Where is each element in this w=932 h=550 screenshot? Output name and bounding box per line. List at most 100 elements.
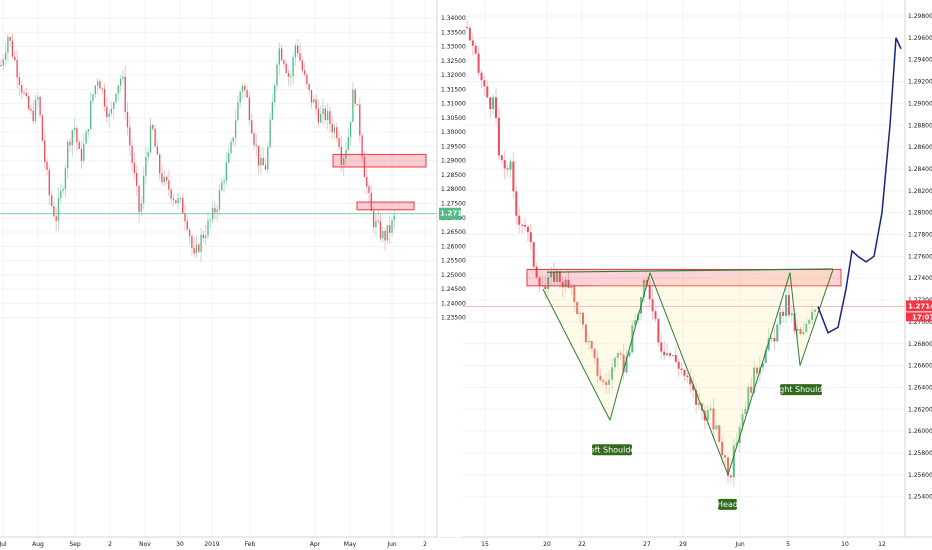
- left-candle: [186, 221, 188, 230]
- right-candle: [787, 295, 790, 316]
- left-candle: [138, 185, 140, 212]
- right-candle: [744, 409, 747, 415]
- left-candle: [165, 176, 168, 181]
- right-candle: [526, 226, 529, 233]
- pattern-line: [649, 272, 729, 476]
- left-candle: [53, 206, 55, 217]
- left-candle: [46, 161, 48, 171]
- left-candle: [96, 81, 99, 86]
- right-candle: [732, 445, 735, 478]
- right-candle: [712, 408, 715, 430]
- right-candle: [625, 356, 628, 373]
- left-time-tick: Apr: [310, 541, 321, 548]
- left-zone-box: [356, 201, 415, 211]
- left-candle: [67, 141, 69, 169]
- right-candle: [593, 348, 596, 358]
- right-candle: [741, 414, 744, 428]
- right-candle: [686, 375, 689, 378]
- annotation-label: Left Shoulder: [585, 445, 639, 454]
- right-candle: [515, 191, 518, 216]
- left-candle: [239, 91, 241, 103]
- left-candle: [170, 189, 172, 199]
- left-candle: [188, 229, 191, 237]
- left-candle: [315, 99, 317, 109]
- left-candle: [175, 200, 177, 204]
- pattern-line: [609, 272, 651, 421]
- left-candle: [48, 170, 50, 196]
- left-candle: [147, 152, 149, 157]
- left-candle: [294, 45, 297, 58]
- right-candle: [802, 331, 805, 335]
- right-candle: [663, 351, 666, 356]
- left-candle: [62, 189, 64, 191]
- left-candle: [129, 127, 131, 146]
- left-candle: [85, 131, 87, 144]
- right-candle: [509, 161, 512, 170]
- annotation-badge: [718, 498, 737, 510]
- left-price-tick: 1.33000: [441, 44, 466, 51]
- left-candle: [142, 175, 145, 204]
- right-time-tick: 15: [481, 541, 489, 548]
- right-price-tick: 1.26600: [908, 363, 932, 370]
- right-candle: [503, 160, 506, 169]
- left-candle: [372, 210, 375, 228]
- left-candle: [119, 78, 122, 86]
- right-candle: [474, 45, 477, 54]
- right-candle: [582, 312, 584, 325]
- right-candle: [506, 168, 509, 170]
- left-time-tick: Sep: [69, 541, 81, 548]
- left-candle: [154, 128, 156, 147]
- left-candle: [32, 110, 34, 122]
- right-candle: [796, 329, 799, 331]
- left-candle: [113, 102, 115, 110]
- left-candle: [255, 144, 257, 146]
- annotation-label: Right Shoulder: [771, 385, 831, 394]
- right-price-tick: 1.28800: [908, 122, 932, 129]
- right-candle: [724, 455, 727, 458]
- right-price-tick: 1.28200: [908, 188, 932, 195]
- pattern-line: [727, 272, 791, 475]
- right-candles: [466, 20, 816, 488]
- left-time-tick: 30: [176, 541, 184, 548]
- right-candle: [512, 161, 515, 192]
- left-candle: [354, 89, 356, 104]
- left-candle: [23, 92, 25, 94]
- left-candle: [214, 208, 216, 213]
- right-price-tick: 1.25800: [908, 450, 932, 457]
- left-candle: [205, 235, 207, 238]
- left-price-tick: 1.28500: [441, 172, 466, 179]
- left-candle: [69, 141, 71, 146]
- left-candle: [136, 172, 138, 186]
- left-candle: [343, 158, 345, 165]
- right-price-tick: 1.28600: [908, 144, 932, 151]
- left-price-tick: 1.31500: [441, 86, 466, 93]
- left-candle: [124, 76, 126, 113]
- left-candle: [30, 108, 32, 111]
- left-candle: [384, 230, 386, 241]
- right-candle: [764, 349, 767, 363]
- left-candle: [232, 137, 234, 142]
- left-price-tick: 1.24000: [441, 300, 466, 307]
- left-time-tick: May: [344, 541, 357, 548]
- right-candle: [518, 215, 521, 225]
- left-candle: [11, 40, 14, 57]
- left-candle: [338, 138, 340, 148]
- right-candle: [558, 271, 561, 283]
- right-candle: [561, 282, 564, 288]
- left-candle: [16, 59, 18, 78]
- right-candle: [622, 354, 625, 373]
- left-candle: [241, 85, 244, 92]
- left-price-tick: 1.24500: [441, 286, 466, 293]
- left-candle: [347, 137, 349, 150]
- right-candle: [497, 117, 500, 156]
- right-candle: [596, 357, 599, 376]
- right-candle: [790, 313, 793, 316]
- right-candle: [735, 442, 738, 446]
- left-candle: [27, 96, 30, 109]
- left-candle: [278, 48, 280, 65]
- countdown-badge: [906, 312, 932, 322]
- left-candle: [90, 100, 92, 130]
- pattern-line: [799, 269, 834, 366]
- right-candle: [570, 286, 573, 289]
- left-candle: [73, 128, 76, 131]
